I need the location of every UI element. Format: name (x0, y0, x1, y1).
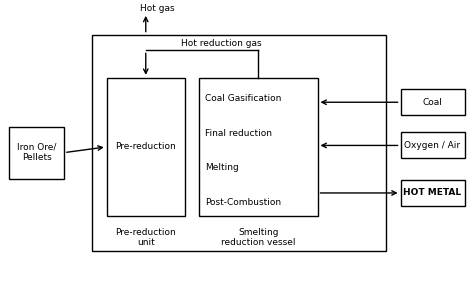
Text: Hot reduction gas: Hot reduction gas (181, 39, 261, 48)
Bar (107, 78, 185, 216)
Text: Oxygen / Air: Oxygen / Air (404, 141, 461, 150)
Bar (401, 132, 465, 158)
Text: Final reduction: Final reduction (205, 128, 272, 138)
Text: Coal: Coal (423, 98, 442, 107)
Text: Pre-reduction
unit: Pre-reduction unit (115, 228, 176, 247)
Bar (401, 89, 465, 115)
Text: Coal Gasification: Coal Gasification (205, 94, 281, 103)
Bar (9, 127, 64, 179)
Bar (401, 180, 465, 206)
Text: Melting: Melting (205, 163, 238, 172)
Text: Post-Combustion: Post-Combustion (205, 198, 281, 207)
Bar (199, 78, 318, 216)
Text: Pre-reduction: Pre-reduction (115, 142, 176, 151)
Text: Hot gas: Hot gas (140, 4, 175, 13)
Text: Iron Ore/
Pellets: Iron Ore/ Pellets (17, 143, 56, 162)
Bar (92, 35, 386, 251)
Text: HOT METAL: HOT METAL (403, 188, 462, 198)
Text: Smelting
reduction vessel: Smelting reduction vessel (221, 228, 296, 247)
